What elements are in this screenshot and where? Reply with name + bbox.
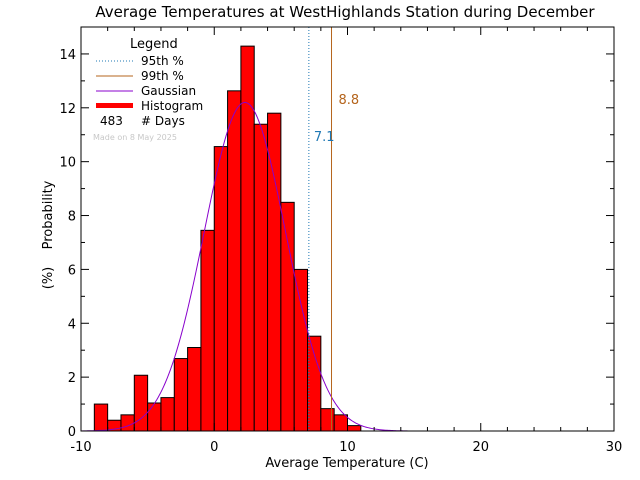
y-tick-label: 4 bbox=[68, 317, 76, 332]
histogram-bar bbox=[253, 123, 269, 432]
y-tick-label: 6 bbox=[68, 263, 76, 278]
y-tick-label: 2 bbox=[68, 371, 76, 386]
histogram-bar bbox=[240, 45, 255, 432]
y-tick-label: 0 bbox=[68, 425, 76, 440]
histogram-bar bbox=[293, 268, 309, 432]
legend-label-99th: 99th % bbox=[141, 69, 184, 83]
percentile-99-label: 8.8 bbox=[339, 93, 360, 108]
histogram-bar bbox=[160, 397, 175, 432]
x-tick-label: 20 bbox=[472, 440, 489, 455]
chart-title: Average Temperatures at WestHighlands St… bbox=[95, 3, 595, 21]
legend-swatch-histogram bbox=[96, 103, 133, 108]
legend-label-histogram: Histogram bbox=[141, 99, 203, 113]
histogram-bar bbox=[307, 335, 322, 432]
histogram-bar bbox=[213, 146, 229, 432]
legend-days-count: 483 bbox=[100, 114, 123, 128]
y-tick-label: 14 bbox=[59, 48, 76, 63]
x-axis-label: Average Temperature (C) bbox=[265, 456, 428, 471]
histogram-bars bbox=[93, 45, 362, 432]
histogram-bar bbox=[320, 408, 335, 432]
histogram-bar bbox=[173, 358, 189, 432]
histogram-bar bbox=[347, 425, 362, 432]
histogram-bar bbox=[147, 402, 162, 432]
x-axis-ticks: -10 0 10 20 30 bbox=[70, 27, 622, 455]
x-tick-label: 30 bbox=[606, 440, 623, 455]
percentile-95-label: 7.1 bbox=[314, 130, 335, 145]
histogram-bar bbox=[93, 403, 109, 432]
y-tick-label: 8 bbox=[68, 210, 76, 225]
histogram-bar bbox=[333, 414, 348, 432]
histogram-bar bbox=[280, 201, 295, 432]
gaussian-curve bbox=[82, 101, 408, 432]
y-axis-label: Probability bbox=[41, 180, 56, 249]
legend-title: Legend bbox=[130, 37, 178, 52]
histogram-bar bbox=[227, 90, 242, 432]
legend-label-gaussian: Gaussian bbox=[141, 84, 196, 98]
legend: Legend 95th % 99th % Gaussian Histogram … bbox=[93, 37, 203, 142]
legend-days-label: # Days bbox=[141, 114, 185, 128]
x-tick-label: -10 bbox=[70, 440, 91, 455]
legend-label-95th: 95th % bbox=[141, 54, 184, 68]
x-tick-label: 10 bbox=[339, 440, 356, 455]
histogram-bar bbox=[200, 229, 215, 432]
histogram-bar bbox=[133, 374, 149, 432]
histogram-bar bbox=[187, 347, 202, 432]
y-axis-ticks: 0 2 4 6 8 10 12 14 bbox=[59, 48, 614, 440]
y-tick-label: 12 bbox=[59, 102, 76, 117]
y-tick-label: 10 bbox=[59, 156, 76, 171]
y-axis-unit: (%) bbox=[41, 267, 56, 290]
x-tick-label: 0 bbox=[210, 440, 218, 455]
histogram-bar bbox=[120, 414, 135, 432]
histogram-bar bbox=[267, 112, 282, 432]
made-on-note: Made on 8 May 2025 bbox=[93, 133, 177, 142]
